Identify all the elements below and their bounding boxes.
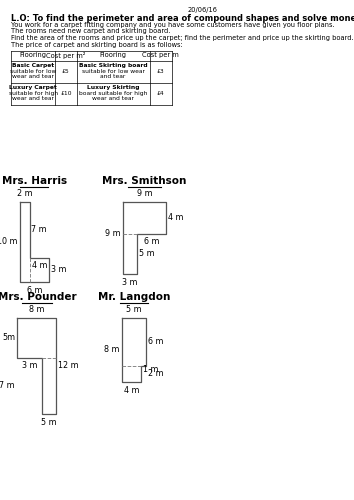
Text: £5: £5: [62, 69, 70, 74]
Text: 4 m: 4 m: [124, 386, 139, 395]
Text: wear and tear: wear and tear: [92, 96, 134, 102]
Text: £3: £3: [157, 69, 165, 74]
Text: Basic Carpet: Basic Carpet: [12, 64, 54, 68]
Text: suitable for high: suitable for high: [8, 91, 58, 96]
Text: 2 m: 2 m: [17, 189, 33, 198]
Text: Flooring: Flooring: [100, 52, 127, 59]
Text: 6 m: 6 m: [144, 237, 160, 246]
Text: Mrs. Pounder: Mrs. Pounder: [0, 292, 76, 302]
Text: The price of carpet and skirting board is as follows:: The price of carpet and skirting board i…: [11, 42, 183, 48]
Text: suitable for low: suitable for low: [10, 69, 56, 74]
Text: 5 m: 5 m: [126, 305, 142, 314]
Text: and tear: and tear: [101, 74, 126, 80]
Text: 5 m: 5 m: [139, 250, 155, 258]
Text: 6 m: 6 m: [148, 338, 163, 346]
Text: 4 m: 4 m: [32, 261, 47, 270]
Text: 9 m: 9 m: [137, 189, 153, 198]
Text: 3 m: 3 m: [122, 278, 138, 287]
Text: wear and tear: wear and tear: [12, 96, 54, 102]
Text: £10: £10: [60, 91, 72, 96]
Text: 3 m: 3 m: [51, 266, 66, 274]
Text: Mrs. Harris: Mrs. Harris: [2, 176, 67, 186]
Text: The rooms need new carpet and skirting board.: The rooms need new carpet and skirting b…: [11, 28, 171, 34]
Text: Find the area of the rooms and price up the carpet; find the perimeter and price: Find the area of the rooms and price up …: [11, 35, 354, 41]
Text: 5 m: 5 m: [41, 418, 57, 427]
Text: 7 m: 7 m: [32, 226, 47, 234]
Text: Cost per m: Cost per m: [142, 52, 179, 59]
Text: Mr. Langdon: Mr. Langdon: [98, 292, 170, 302]
Text: 7 m: 7 m: [0, 382, 15, 390]
Text: 8 m: 8 m: [29, 305, 45, 314]
Text: board suitable for high: board suitable for high: [79, 91, 147, 96]
Text: 3 m: 3 m: [22, 361, 37, 370]
Text: You work for a carpet fitting company and you have some customers have given you: You work for a carpet fitting company an…: [11, 22, 335, 28]
Text: £4: £4: [157, 91, 165, 96]
Text: suitable for low wear: suitable for low wear: [82, 69, 145, 74]
Text: 20/06/16: 20/06/16: [188, 7, 217, 13]
Text: 5m: 5m: [2, 334, 15, 342]
Text: 1 m: 1 m: [143, 364, 159, 374]
Text: 4 m: 4 m: [168, 214, 184, 222]
Text: 8 m: 8 m: [104, 346, 119, 354]
Text: Basic Skirting board: Basic Skirting board: [79, 64, 148, 68]
Text: 10 m: 10 m: [0, 238, 17, 246]
Text: Luxury Skirting: Luxury Skirting: [87, 86, 139, 90]
Text: Cost per m²: Cost per m²: [46, 52, 86, 59]
Text: Flooring: Flooring: [20, 52, 47, 59]
Text: wear and tear: wear and tear: [12, 74, 54, 80]
Text: 12 m: 12 m: [58, 362, 79, 370]
Text: L.O: To find the perimeter and area of compound shapes and solve money problems.: L.O: To find the perimeter and area of c…: [11, 14, 354, 23]
Text: Luxury Carpet: Luxury Carpet: [9, 86, 57, 90]
Text: 6 m: 6 m: [27, 286, 42, 295]
Text: 2 m: 2 m: [148, 370, 163, 378]
Text: 9 m: 9 m: [105, 230, 120, 238]
Text: Mrs. Smithson: Mrs. Smithson: [103, 176, 187, 186]
